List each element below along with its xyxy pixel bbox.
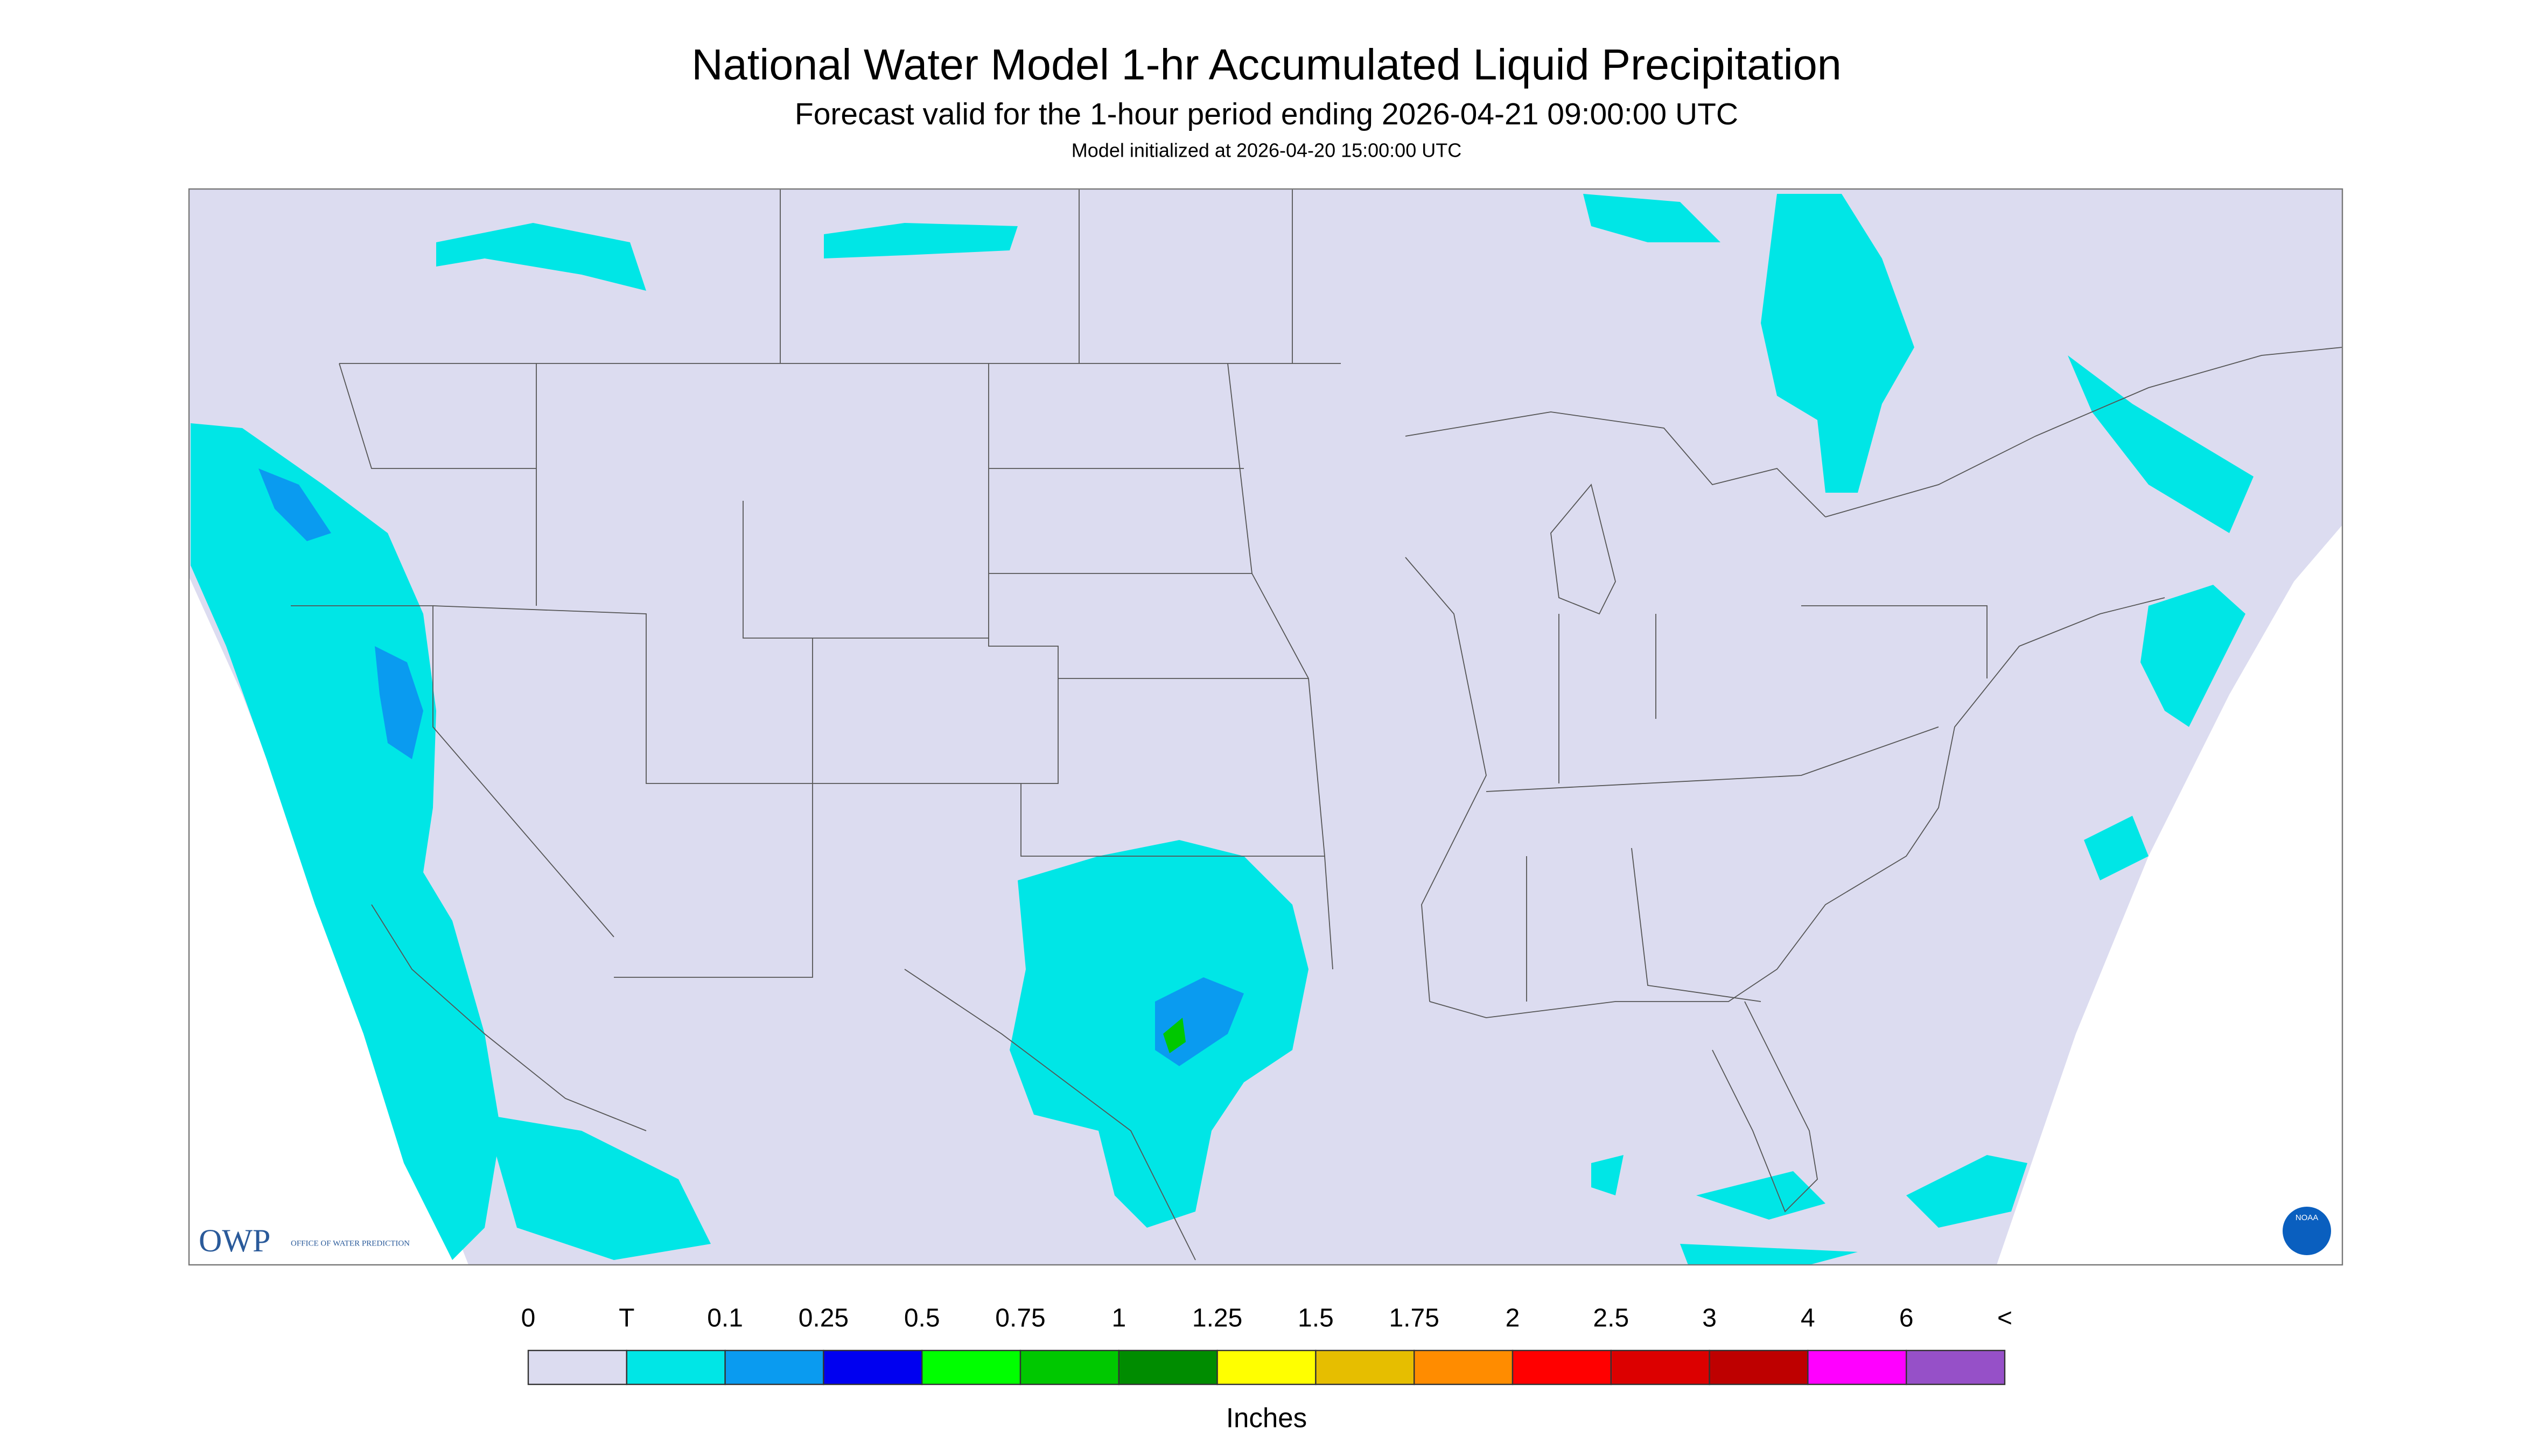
legend-unit: Inches: [1226, 1402, 1307, 1433]
owp-logo-text: OFFICE OF WATER PREDICTION: [291, 1239, 410, 1248]
legend-swatch: [1709, 1349, 1809, 1385]
owp-logo: OWP: [199, 1223, 270, 1258]
legend-swatch: [1414, 1349, 1514, 1385]
noaa-logo: [2283, 1207, 2331, 1256]
legend-label: 0.1: [707, 1304, 743, 1333]
legend-swatch: [921, 1349, 1021, 1385]
boundaries: [291, 189, 2343, 1261]
legend-label: 6: [1899, 1304, 1914, 1333]
legend-label: 0.25: [799, 1304, 849, 1333]
legend: 0 T 0.1 0.25 0.5 0.75 1 1.25 1.5 1.75 2 2.5 3 4 6 <: [521, 1304, 2012, 1385]
outside-domain: [1997, 525, 2342, 1265]
noaa-logo-text: NOAA: [2296, 1213, 2319, 1222]
legend-label: 1.25: [1192, 1304, 1242, 1333]
legend-label: 1.5: [1298, 1304, 1334, 1333]
legend-swatch: [1512, 1349, 1612, 1385]
subtitle: Forecast valid for the 1-hour period end…: [795, 97, 1738, 131]
legend-label: <: [1997, 1304, 2012, 1333]
map-frame: [188, 188, 2343, 1266]
domain: [189, 189, 2342, 1265]
legend-label: 0.75: [995, 1304, 1045, 1333]
legend-label: 2: [1506, 1304, 1520, 1333]
legend-swatch: [1610, 1349, 1710, 1385]
legend-swatch: [1905, 1349, 2006, 1385]
legend-swatch: [1118, 1349, 1218, 1385]
legend-swatch: [626, 1349, 726, 1385]
legend-swatch: [1807, 1349, 1907, 1385]
legend-swatch: [724, 1349, 824, 1385]
legend-label: 1.75: [1389, 1304, 1439, 1333]
legend-swatch: [1216, 1349, 1317, 1385]
init-note: Model initialized at 2026-04-20 15:00:00…: [1072, 139, 1461, 162]
legend-swatch: [1019, 1349, 1120, 1385]
legend-swatch: [527, 1349, 628, 1385]
legend-swatch: [1315, 1349, 1415, 1385]
legend-label: 4: [1801, 1304, 1815, 1333]
legend-label: T: [619, 1304, 634, 1333]
precip: [191, 194, 2254, 1265]
legend-label: 3: [1702, 1304, 1717, 1333]
legend-label: 2.5: [1593, 1304, 1629, 1333]
title: National Water Model 1-hr Accumulated Li…: [691, 40, 1842, 89]
legend-label: 0: [521, 1304, 536, 1333]
map: OWP OFFICE OF WATER PREDICTION NOAA: [188, 188, 2343, 1266]
legend-swatch: [823, 1349, 923, 1385]
legend-label: 0.5: [904, 1304, 940, 1333]
legend-label: 1: [1111, 1304, 1126, 1333]
